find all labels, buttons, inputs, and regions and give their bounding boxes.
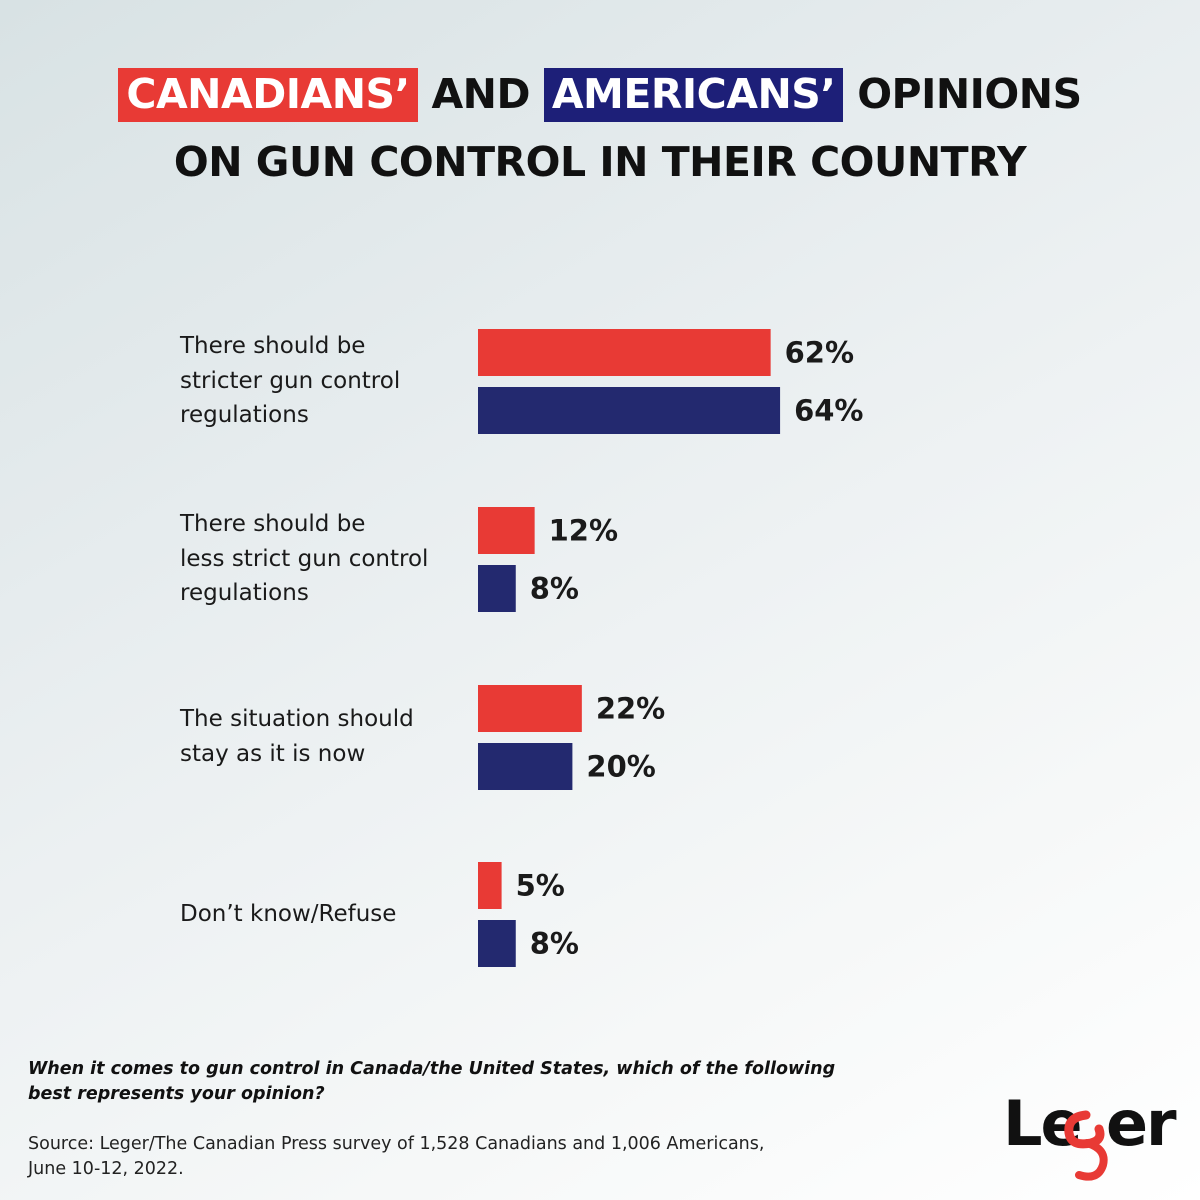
usa-bar — [478, 565, 516, 612]
usa-value-label: 8% — [530, 927, 579, 961]
canada-bar — [478, 329, 771, 376]
leger-logo-mark: Le er — [1003, 1087, 1178, 1181]
title-opinions-text: OPINIONS — [843, 70, 1082, 118]
canada-bar — [478, 507, 535, 554]
title-and-text: AND — [417, 70, 544, 118]
usa-bar — [478, 920, 516, 967]
category-label: There should be less strict gun control … — [180, 511, 429, 606]
usa-value-label: 20% — [586, 750, 655, 784]
canada-bar — [478, 862, 502, 909]
usa-bar — [478, 743, 573, 790]
usa-value-label: 64% — [794, 394, 863, 428]
chart-title-line-2: ON GUN CONTROL IN THEIR COUNTRY — [173, 138, 1027, 186]
usa-bar — [478, 387, 781, 434]
usa-value-label: 8% — [530, 572, 579, 606]
canada-value-label: 22% — [596, 692, 665, 726]
category-label: Don’t know/Refuse — [180, 901, 397, 927]
canada-value-label: 62% — [785, 336, 854, 370]
title-canadians-highlight: CANADIANS’ — [118, 68, 418, 122]
canada-bar — [478, 685, 582, 732]
chart-title-line-1: CANADIANS’ AND AMERICANS’ OPINIONS — [0, 68, 1200, 122]
title-americans-highlight: AMERICANS’ — [543, 68, 844, 122]
canada-value-label: 5% — [516, 869, 565, 903]
canada-value-label: 12% — [549, 514, 618, 548]
category-label: The situation should stay as it is now — [180, 706, 414, 767]
bar-chart: 62% 64% 12% 8% 22% 20% 5% 8% — [478, 329, 864, 967]
survey-question: When it comes to gun control in Canada/t… — [28, 1059, 836, 1104]
svg-text:er: er — [1106, 1087, 1177, 1160]
source-note: Source: Leger/The Canadian Press survey … — [28, 1134, 765, 1179]
category-label: There should be stricter gun control reg… — [180, 333, 401, 428]
leger-logo: Le er — [1003, 1085, 1178, 1185]
